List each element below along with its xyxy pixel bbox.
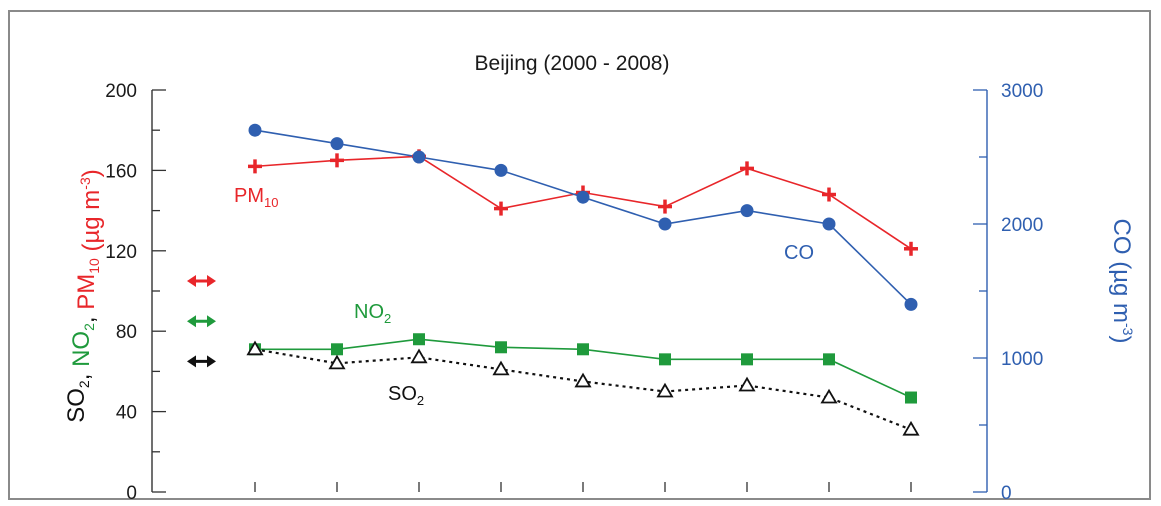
reference-arrow-head-right [207, 315, 216, 328]
reference-arrows [187, 275, 216, 368]
data-point-co [904, 297, 918, 311]
left-tick-label: 160 [105, 161, 137, 182]
series-label-pm10: PM10 [234, 185, 278, 210]
data-point-pm10 [494, 201, 508, 216]
data-point-so2 [902, 420, 920, 436]
data-point-so2 [328, 354, 346, 370]
data-point-co [658, 217, 672, 231]
left-axis-label-part: (µg m [78, 190, 105, 259]
right-axis-label-tail: ) [1108, 335, 1135, 343]
data-point-so2 [738, 376, 756, 392]
series-line-co [254, 129, 912, 305]
right-axis-label: CO (µg m-3) [1108, 219, 1136, 344]
data-point-co [576, 190, 590, 204]
left-tick-label: 120 [105, 242, 137, 263]
data-point-so2 [246, 340, 264, 356]
series-labels: PM10 CO NO2 SO2 [234, 185, 814, 408]
data-point-pm10 [740, 161, 754, 176]
series-label-co: CO [784, 242, 814, 264]
data-point-pm10 [248, 159, 262, 174]
data-point-no2 [823, 353, 835, 366]
left-tick-label: 40 [116, 403, 137, 424]
left-axis-label-sub: 2 [81, 323, 97, 331]
left-axis-label-part: , [73, 310, 100, 323]
left-tick-label: 80 [116, 322, 137, 343]
data-point-no2 [905, 391, 917, 404]
right-axis-label-part: CO (µg m [1108, 219, 1135, 324]
series-markers [246, 123, 920, 436]
data-point-no2 [659, 353, 671, 366]
right-tick-label: 1000 [1001, 349, 1043, 370]
reference-arrow-head-right [207, 275, 216, 287]
reference-arrow-head-left [187, 275, 196, 287]
left-axis-label-part: SO [63, 388, 90, 423]
data-point-no2 [495, 341, 507, 354]
data-point-so2 [410, 348, 428, 364]
data-point-no2 [413, 333, 425, 346]
right-tick-label: 0 [1001, 483, 1012, 504]
data-point-so2 [656, 382, 674, 398]
chart-frame [8, 10, 1151, 500]
data-point-pm10 [330, 153, 344, 168]
data-point-pm10 [904, 241, 918, 256]
reference-arrow-head-right [207, 355, 216, 368]
right-tick-label: 2000 [1001, 215, 1043, 236]
left-axis-label-sub: 10 [86, 258, 102, 274]
data-point-pm10 [658, 199, 672, 214]
left-axis-label-sub: 2 [76, 380, 92, 388]
left-tick-label: 0 [126, 483, 137, 504]
data-point-co [822, 217, 836, 231]
reference-arrow-head-left [187, 315, 196, 328]
right-axis-label-sup: -3 [1120, 323, 1136, 336]
data-point-pm10 [822, 187, 836, 202]
data-point-so2 [820, 388, 838, 404]
data-point-co [248, 123, 262, 137]
left-axis-label-part: PM [73, 274, 100, 310]
data-point-so2 [492, 360, 510, 376]
right-tick-label: 3000 [1001, 81, 1043, 102]
left-axis-label-sup: -3 [77, 177, 93, 190]
series-label-so2: SO2 [388, 383, 424, 408]
reference-arrow-head-left [187, 355, 196, 368]
left-axis-label-part: , [68, 367, 95, 380]
chart-title: Beijing (2000 - 2008) [475, 52, 670, 75]
series-label-no2: NO2 [354, 301, 391, 326]
data-point-no2 [331, 343, 343, 356]
data-point-no2 [741, 353, 753, 366]
data-point-co [330, 137, 344, 151]
left-tick-label: 200 [105, 81, 137, 102]
data-point-co [412, 150, 426, 164]
data-point-no2 [577, 343, 589, 356]
data-point-co [740, 204, 754, 218]
left-axis-label: SO2, NO2, PM10 (µg m-3) [63, 169, 105, 423]
data-point-so2 [574, 372, 592, 388]
left-axis-label-part: NO [68, 331, 95, 367]
series-line-so2 [254, 348, 912, 431]
data-point-co [494, 163, 508, 177]
